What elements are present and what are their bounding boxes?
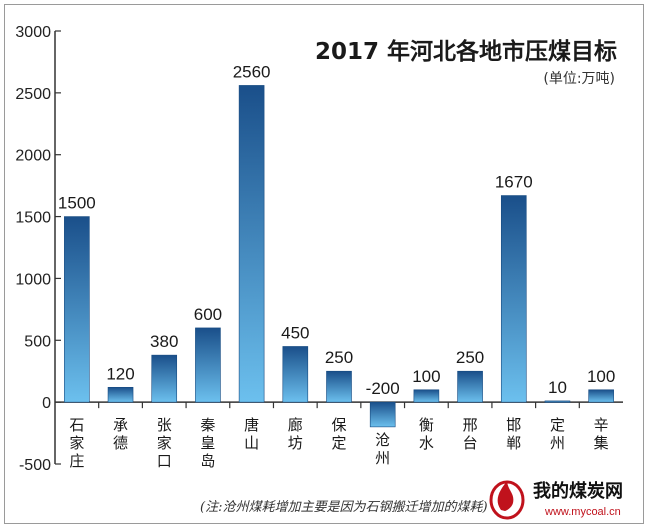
bar-0 [64, 216, 90, 403]
chart-title: 2017 年河北各地市压煤目标 [315, 38, 617, 65]
category-label: 保定 [331, 416, 346, 452]
category-label: 邢台 [463, 416, 478, 452]
y-tick-label: 0 [42, 395, 51, 412]
category-label: 张家口 [157, 416, 172, 470]
brand-name: 我的煤炭网 [533, 480, 623, 502]
value-label: 380 [150, 332, 178, 351]
flame-icon [489, 480, 525, 520]
y-tick-label: 2000 [15, 148, 51, 165]
category-label: 秦皇岛 [200, 416, 215, 470]
category-label: 承德 [113, 416, 128, 452]
bar-chart: 2017 年河北各地市压煤目标 (单位:万吨) 3000250020001500… [15, 24, 623, 520]
chart-frame: 2017 年河北各地市压煤目标 (单位:万吨) 3000 2500 2000 1500… [4, 4, 644, 524]
category-label: 衡水 [419, 416, 434, 452]
y-tick-label: 1500 [15, 210, 51, 227]
bar-5 [282, 346, 309, 403]
bar-9 [457, 370, 483, 403]
y-tick-label: 500 [24, 333, 51, 350]
bar-12 [588, 389, 614, 403]
category-label: 廊坊 [288, 416, 303, 452]
value-label: 10 [548, 378, 567, 397]
bar-1 [107, 386, 134, 403]
footnote: (注:沧州煤耗增加主要是因为石钢搬迁增加的煤耗) [200, 500, 488, 515]
value-label: 100 [412, 367, 440, 386]
bar-6 [326, 370, 352, 403]
value-label: 600 [194, 305, 222, 324]
brand-site: www.mycoal.cn [544, 506, 621, 518]
chart-unit: (单位:万吨) [543, 71, 615, 87]
y-tick-label: -500 [19, 457, 51, 474]
bar-7 [369, 401, 396, 428]
bar-4 [238, 85, 265, 403]
category-label: 定州 [550, 416, 565, 452]
y-tick-label: 3000 [15, 24, 51, 41]
value-label: 250 [325, 348, 353, 367]
value-label: 2560 [233, 62, 271, 81]
value-label: 100 [587, 367, 615, 386]
category-label: 辛集 [594, 416, 609, 452]
value-label: 120 [106, 364, 134, 383]
value-label: -200 [366, 379, 400, 398]
value-label: 1500 [58, 194, 96, 213]
category-label: 唐山 [244, 416, 259, 452]
category-label: 沧州 [375, 431, 390, 467]
bar-11 [544, 400, 571, 403]
coal-logo-watermark: 我的煤炭网 www.mycoal.cn [489, 480, 623, 520]
y-tick-label: 2500 [15, 86, 51, 103]
bar-3 [195, 327, 221, 403]
value-label: 1670 [495, 173, 533, 192]
bar-2 [151, 354, 178, 403]
bar-8 [413, 389, 440, 403]
y-tick-label: 1000 [15, 271, 51, 288]
category-label: 石家庄 [69, 416, 84, 470]
category-label: 邯郸 [506, 416, 521, 452]
value-label: 250 [456, 348, 484, 367]
value-label: 450 [281, 323, 309, 342]
bar-10 [500, 195, 527, 403]
